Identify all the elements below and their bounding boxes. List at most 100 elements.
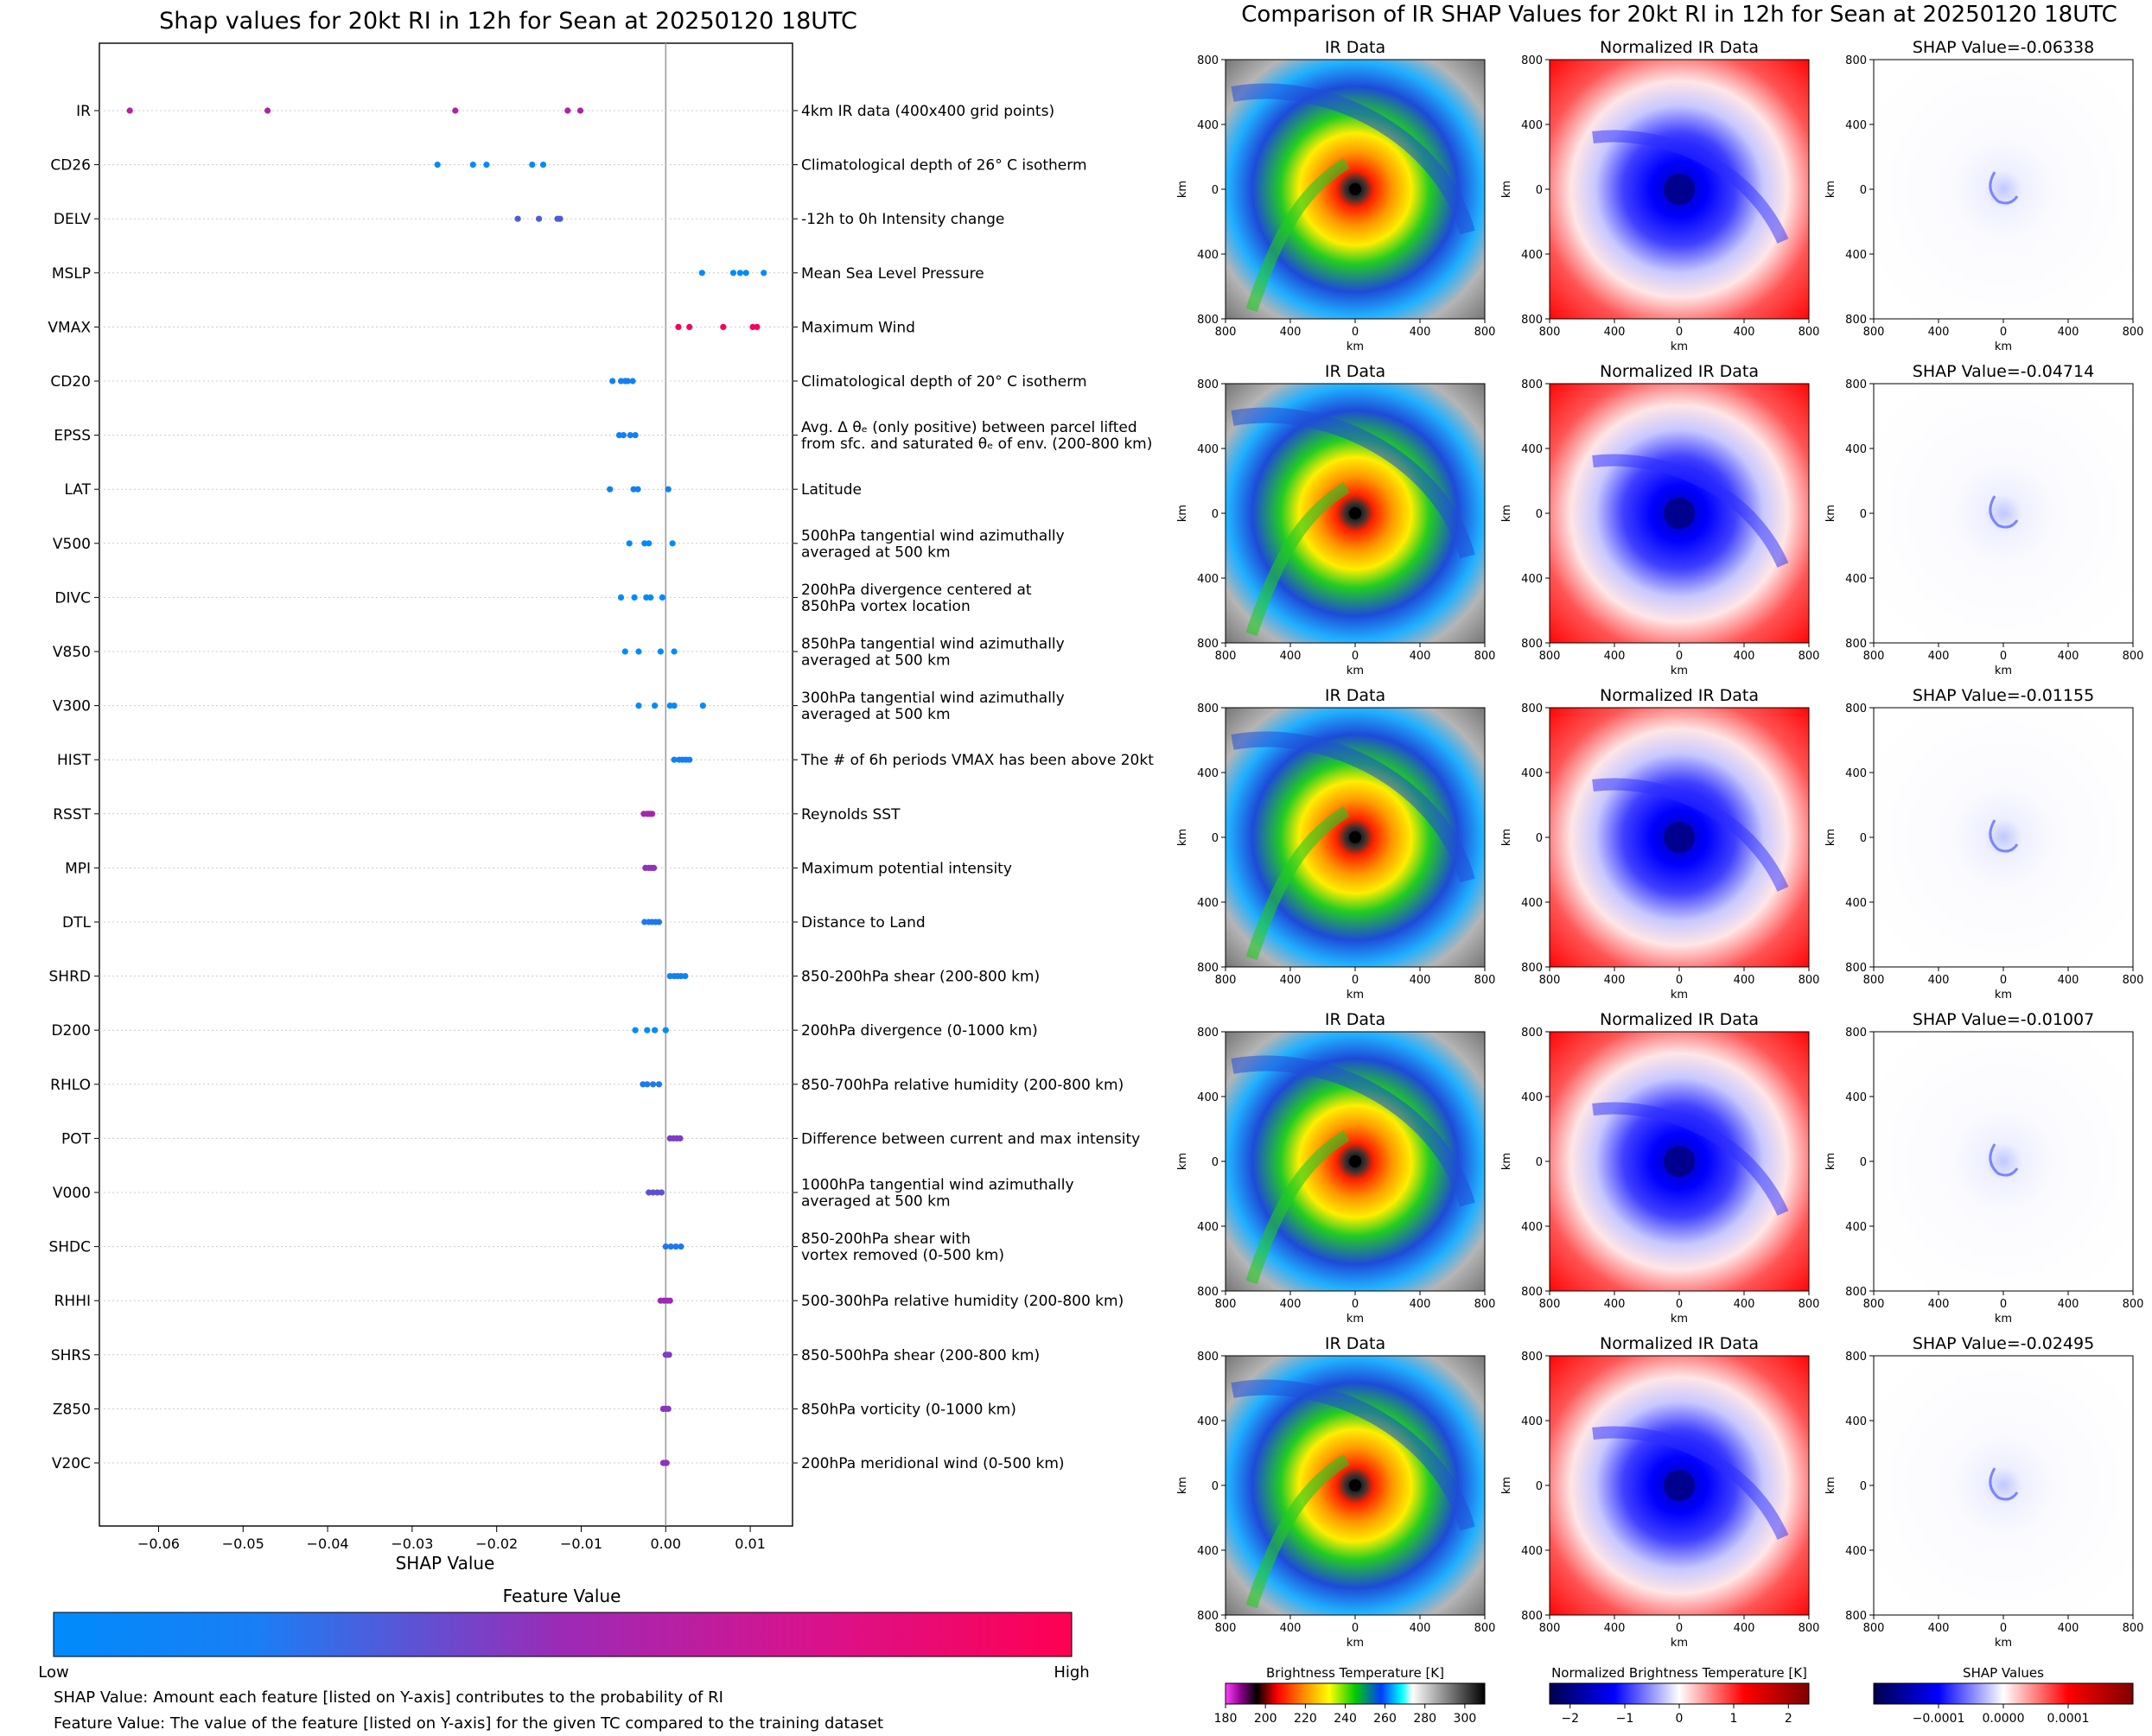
feature-row-mpi: MPI Maximum potential intensity	[65, 860, 1012, 877]
x-tick-label: 400	[1928, 1622, 1950, 1635]
x-tick-label: 400	[1734, 1298, 1755, 1311]
feature-row-d200: D200 200hPa divergence (0-1000 km)	[51, 1022, 1037, 1040]
shap-x-axis-label: SHAP Value	[396, 1553, 495, 1574]
spiral-band	[1231, 731, 1475, 883]
shap-point	[729, 270, 737, 277]
y-tick-label: 800	[1197, 962, 1219, 975]
feature-row-shrs: SHRS 850-500hPa shear (200-800 km)	[51, 1347, 1040, 1364]
x-axis-label: km	[1347, 340, 1364, 353]
shap-point	[264, 107, 271, 114]
y-tick-label: 800	[1197, 1027, 1219, 1040]
panel-title: Normalized IR Data	[1600, 686, 1759, 705]
x-tick-label: −0.03	[391, 1536, 433, 1552]
panel-title: Normalized IR Data	[1600, 38, 1759, 57]
shap-point	[671, 648, 678, 655]
x-axis-label: km	[1347, 989, 1364, 1002]
x-tick-label: 400	[1280, 1622, 1302, 1635]
x-tick-label: 800	[1799, 326, 1820, 339]
x-tick-label: −0.06	[137, 1536, 180, 1552]
y-tick-label: 0	[1860, 1156, 1867, 1169]
x-tick-label: 800	[2123, 1298, 2144, 1311]
bt-colorbar-label: Brightness Temperature [K]	[1266, 1665, 1444, 1681]
y-axis-label: km	[1824, 505, 1837, 522]
feature-description-label: Maximum potential intensity	[801, 860, 1012, 877]
shap-point	[669, 540, 676, 547]
spiral-band	[1592, 778, 1789, 892]
feature-name-label: V20C	[52, 1455, 91, 1472]
x-tick-label: 0	[1676, 974, 1683, 987]
y-tick-label: 800	[1845, 1610, 1867, 1623]
y-tick-label: 400	[1521, 1221, 1543, 1234]
x-tick-label: 0	[1676, 1622, 1683, 1635]
spiral-band	[1592, 1426, 1789, 1540]
feature-row-hist: HIST The # of 6h periods VMAX has been ab…	[57, 752, 1154, 769]
shap-point	[720, 323, 727, 330]
panel-image	[1874, 708, 2133, 967]
feature-description-label: averaged at 500 km	[801, 706, 951, 723]
panel-title: SHAP Value=-0.01155	[1913, 686, 2094, 705]
shap-point	[686, 323, 693, 330]
y-tick-label: 400	[1845, 767, 1867, 780]
x-tick-label: 400	[1410, 1298, 1431, 1311]
y-tick-label: 400	[1845, 897, 1867, 910]
feature-name-label: SHDC	[48, 1239, 91, 1256]
shap-point	[650, 1081, 657, 1088]
feature-row-divc: DIVC 200hPa divergence centered at850hPa …	[54, 582, 1031, 615]
panel-image	[1874, 1356, 2133, 1615]
panel-r4-c3: SHAP Value=-0.01007 800 400 0 400 800 km 800 400…	[1824, 1010, 2143, 1326]
panel-title: SHAP Value=-0.01007	[1913, 1010, 2094, 1029]
x-tick-label: −0.02	[475, 1536, 518, 1552]
shap-point	[666, 1297, 673, 1304]
feature-colorbar-low: Low	[38, 1663, 68, 1682]
y-tick-label: 400	[1521, 443, 1543, 456]
y-tick-label: 400	[1845, 249, 1867, 262]
x-tick-label: 800	[1474, 650, 1496, 663]
shap-plot-frame	[99, 42, 793, 1527]
y-tick-label: 400	[1197, 1545, 1219, 1558]
shap-point	[651, 864, 658, 872]
shap-point	[662, 1027, 669, 1033]
colorbar-tick-label: −1	[1616, 1712, 1634, 1726]
feature-row-epss: EPSS Avg. Δ θₑ (only positive) between pa…	[54, 419, 1152, 453]
feature-name-label: MPI	[65, 860, 91, 877]
x-tick-label: 400	[2058, 650, 2079, 663]
shap-feature	[1989, 171, 2019, 205]
x-tick-label: 400	[1734, 650, 1755, 663]
y-tick-label: 0	[1536, 1480, 1543, 1493]
panel-r2-c1: IR Data 800 400 0 400 800 km 800 400 0 400 800 km	[1176, 362, 1495, 677]
x-tick-label: 800	[2123, 974, 2144, 987]
shap-point	[655, 919, 663, 925]
shap-colorbar	[1873, 1682, 2134, 1705]
y-tick-label: 400	[1845, 1221, 1867, 1234]
panel-title: IR Data	[1325, 686, 1385, 705]
y-axis-label: km	[1176, 1477, 1189, 1494]
shap-point	[631, 594, 638, 601]
colorbar-tick-label: 0.0001	[2047, 1712, 2090, 1726]
y-tick-label: 800	[1845, 54, 1867, 67]
x-tick-label: 800	[1215, 974, 1237, 987]
x-tick-label: 400	[1734, 1622, 1755, 1635]
y-axis-label: km	[1500, 1153, 1513, 1170]
feature-description-label: 850hPa vorticity (0-1000 km)	[801, 1401, 1016, 1418]
feature-row-vmax: VMAX Maximum Wind	[48, 319, 914, 336]
x-tick-label: 400	[1410, 326, 1431, 339]
spiral-band	[1245, 157, 1350, 313]
shap-point	[761, 270, 767, 277]
y-tick-label: 0	[1536, 1156, 1543, 1169]
y-tick-label: 400	[1197, 897, 1219, 910]
feature-name-label: V000	[53, 1185, 91, 1202]
storm-core	[1664, 174, 1695, 205]
shap-point	[698, 270, 705, 277]
feature-row-rhlo: RHLO 850-700hPa relative humidity (200-80…	[50, 1077, 1124, 1094]
feature-description-label: averaged at 500 km	[801, 652, 951, 670]
panel-r1-c3: SHAP Value=-0.06338 800 400 0 400 800 km 800 400…	[1824, 38, 2143, 353]
x-tick-label: 400	[1280, 326, 1302, 339]
comparison-title: Comparison of IR SHAP Values for 20kt RI…	[1241, 2, 2117, 28]
x-axis-label: km	[1995, 989, 2012, 1002]
y-tick-label: 400	[1845, 1415, 1867, 1428]
feature-description-label: 850-500hPa shear (200-800 km)	[801, 1347, 1040, 1364]
y-axis-label: km	[1824, 1153, 1837, 1170]
y-tick-label: 400	[1521, 1545, 1543, 1558]
feature-row-cd20: CD20 Climatological depth of 20° C isothe…	[50, 373, 1086, 391]
x-tick-label: 800	[1539, 1622, 1561, 1635]
